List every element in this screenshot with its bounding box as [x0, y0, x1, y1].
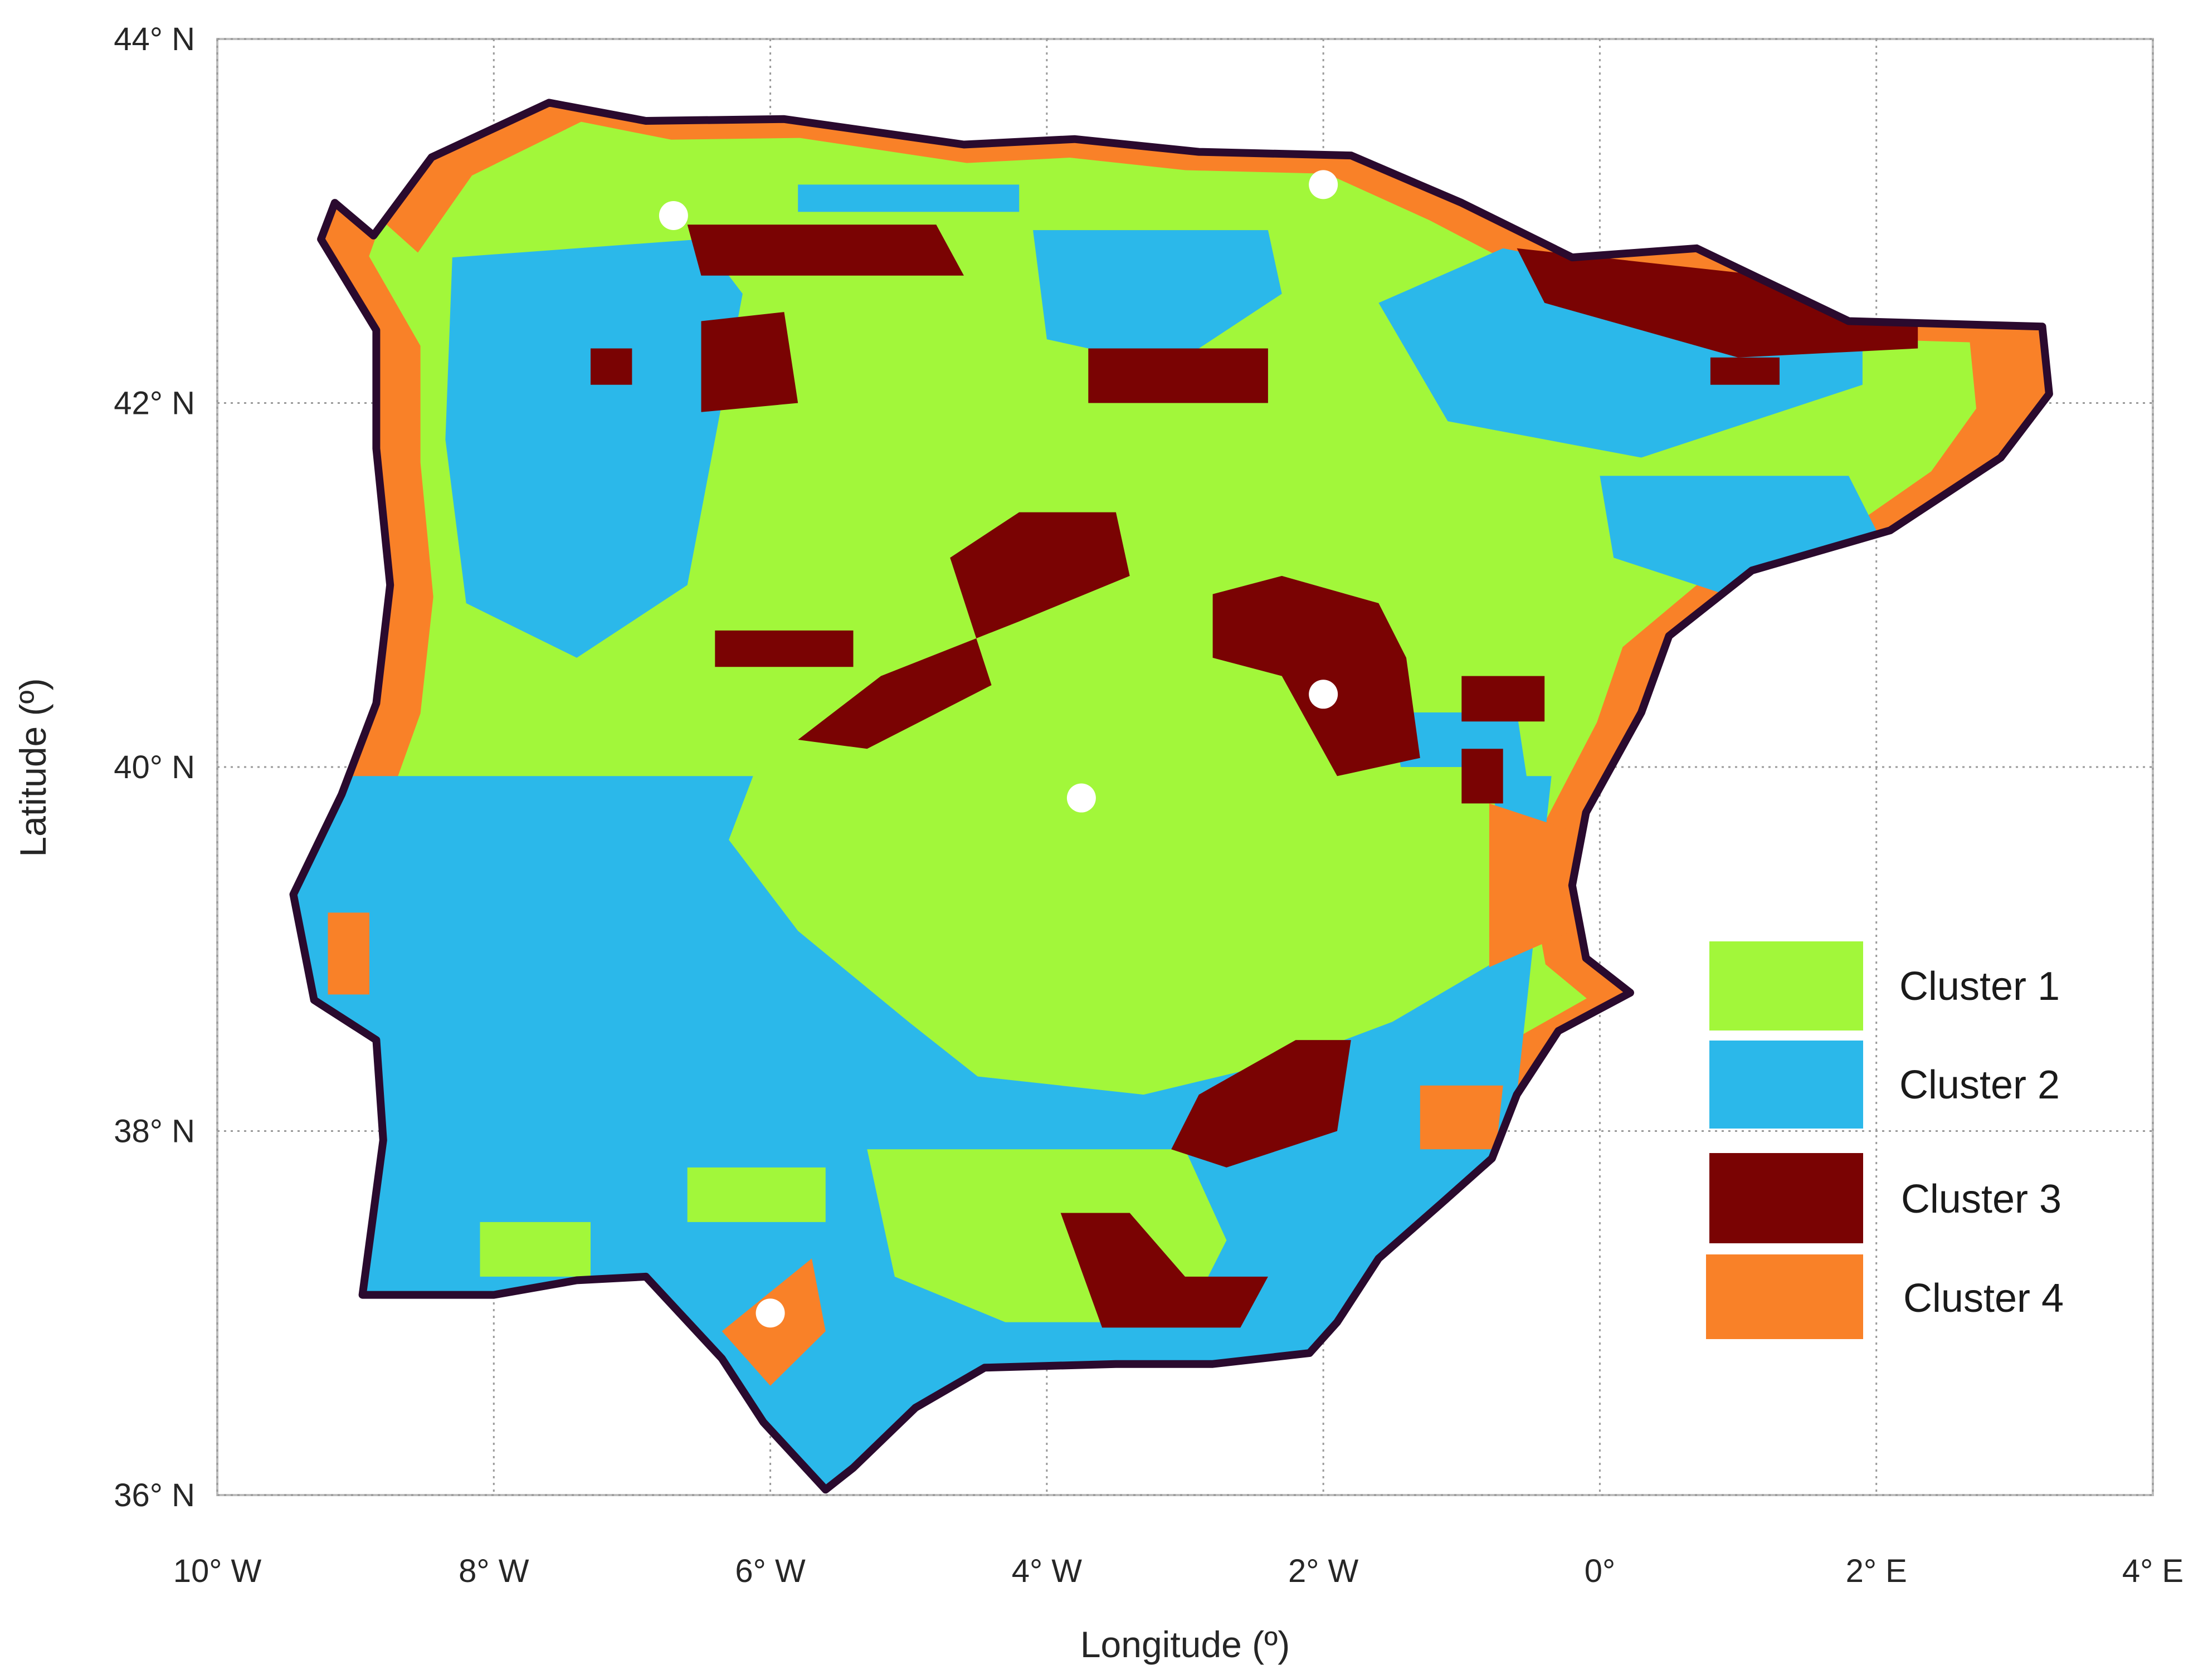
y-tick-label: 36° N [114, 1477, 195, 1513]
y-tick-label: 40° N [114, 749, 195, 785]
x-tick-label: 2° W [1288, 1553, 1359, 1589]
cluster-2-patch [798, 184, 1020, 212]
y-axis-label: Latitude (º) [12, 678, 53, 857]
station-marker [659, 201, 688, 230]
station-marker [1309, 680, 1338, 709]
legend-swatch-cluster-3 [1709, 1153, 1863, 1243]
x-tick-label: 6° W [735, 1553, 806, 1589]
cluster-1-patch [729, 767, 1517, 1095]
cluster-3-patch [701, 312, 798, 412]
y-tick-label: 44° N [114, 21, 195, 57]
cluster-3-patch [1517, 248, 1918, 358]
x-tick-label: 4° W [1012, 1553, 1083, 1589]
legend-swatch-cluster-4 [1706, 1254, 1863, 1339]
cluster-3-patch [1461, 676, 1545, 722]
cluster-3-patch [1060, 1213, 1268, 1328]
legend-swatch-cluster-2 [1709, 1041, 1863, 1129]
cluster-2-patch [1600, 476, 1877, 594]
cluster-1-patch [687, 1167, 826, 1222]
cluster-3-patch [1171, 1040, 1351, 1168]
x-axis-label: Longitude (º) [1080, 1624, 1290, 1665]
x-tick-label: 10° W [173, 1553, 262, 1589]
station-marker [756, 1298, 785, 1328]
cluster-4-patch [328, 912, 369, 995]
cluster-4-patch [1489, 803, 1572, 968]
station-marker [1066, 783, 1096, 813]
cluster-3-patch [1088, 348, 1268, 403]
legend: Cluster 1 Cluster 2 Cluster 3 Cluster 4 [1706, 941, 2064, 1339]
cluster-3-patch [1710, 357, 1780, 385]
legend-label-cluster-4: Cluster 4 [1903, 1276, 2064, 1321]
cluster-3-patch [798, 512, 1130, 749]
cluster-3-patch [715, 630, 854, 667]
cluster-regions [293, 121, 1977, 1490]
x-axis-ticks: 10° W 8° W 6° W 4° W 2° W 0° 2° E 4° E [173, 1553, 2183, 1589]
station-marker [1309, 170, 1338, 199]
x-tick-label: 4° E [2122, 1553, 2183, 1589]
cluster-3-patch [1212, 575, 1420, 776]
cluster-2-patch [445, 239, 743, 658]
x-tick-label: 2° E [1846, 1553, 1907, 1589]
cluster-2-patch [1033, 230, 1282, 367]
cluster-1-patch [480, 1222, 591, 1277]
y-tick-label: 42° N [114, 385, 195, 422]
y-axis-ticks: 44° N 42° N 40° N 38° N 36° N [114, 21, 195, 1513]
x-tick-label: 0° [1585, 1553, 1615, 1589]
cluster-3-patch [1461, 749, 1503, 804]
coastline-border [289, 99, 2053, 1494]
cluster-3-patch [687, 224, 964, 276]
legend-label-cluster-2: Cluster 2 [1899, 1063, 2060, 1107]
cluster-3-patch [591, 348, 632, 385]
legend-label-cluster-3: Cluster 3 [1901, 1177, 2061, 1222]
cluster-4-patch [1420, 1085, 1503, 1150]
land-area [289, 99, 2053, 1494]
legend-label-cluster-1: Cluster 1 [1899, 964, 2060, 1009]
legend-swatch-cluster-1 [1709, 941, 1863, 1031]
y-tick-label: 38° N [114, 1114, 195, 1150]
x-tick-label: 8° W [459, 1553, 529, 1589]
